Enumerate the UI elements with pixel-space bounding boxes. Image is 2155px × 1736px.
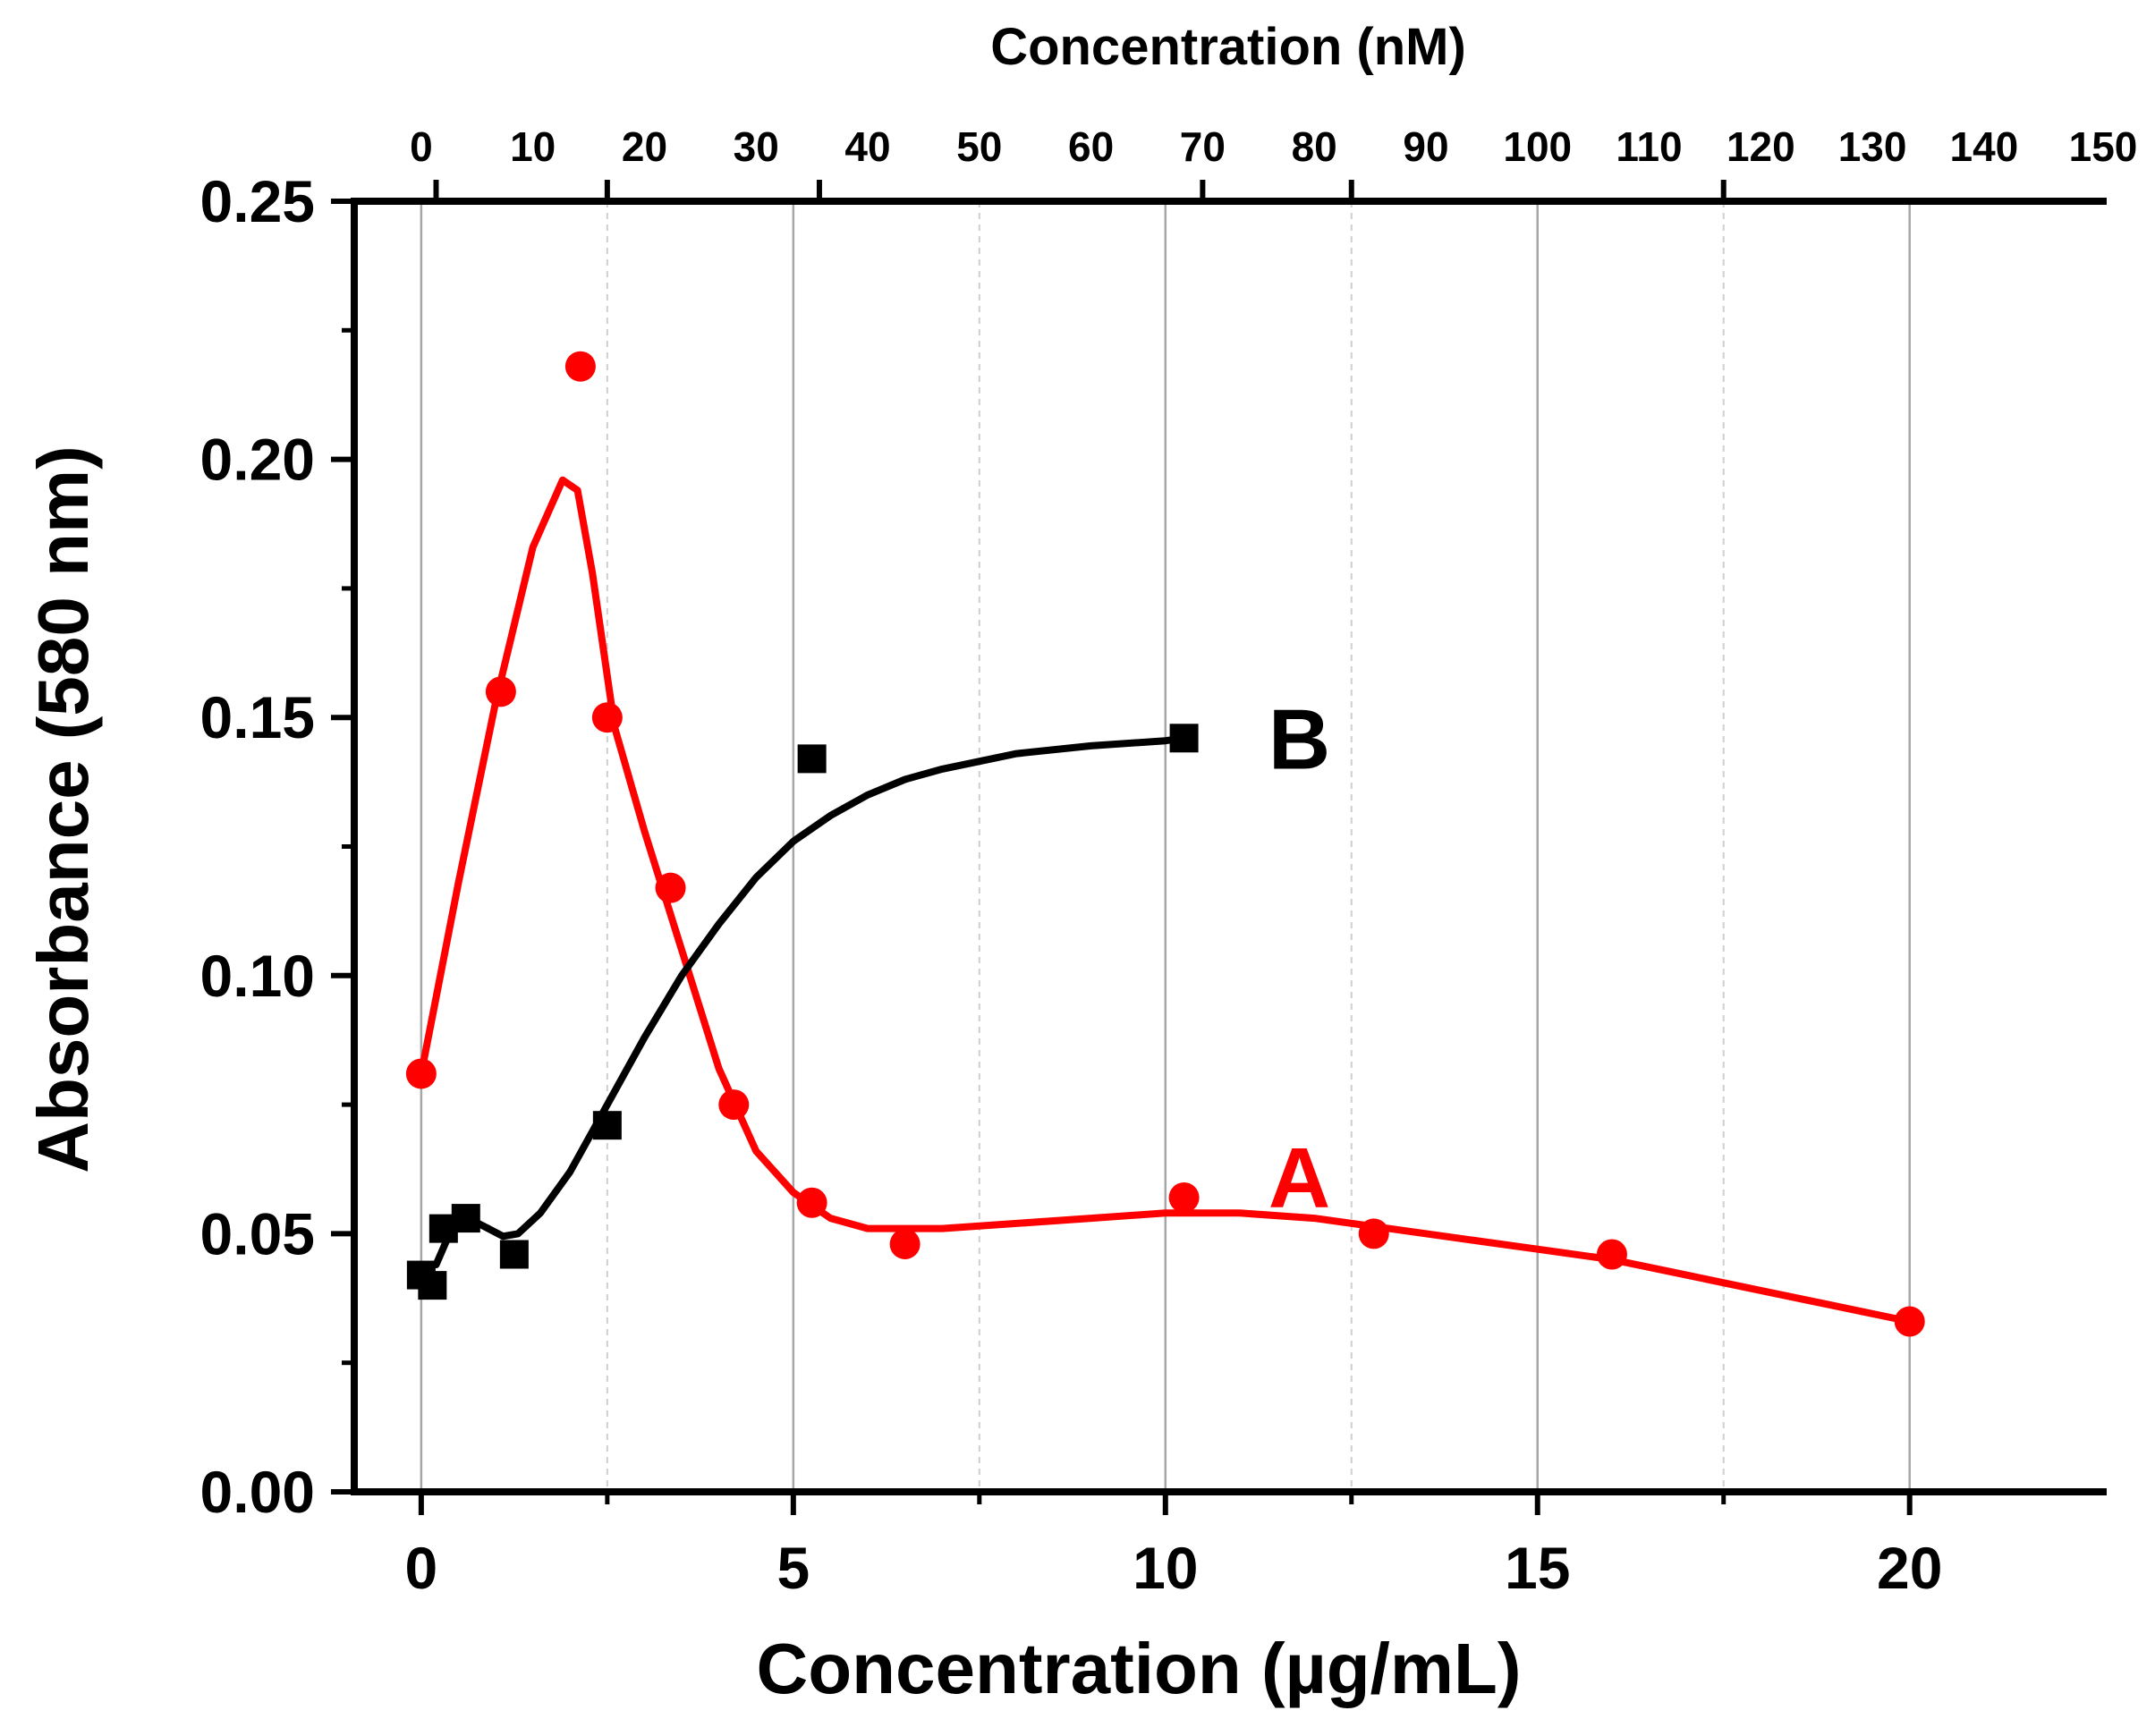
point-b (1169, 724, 1199, 753)
series-label-a: A (1268, 1131, 1330, 1226)
x2-tick-label: 0 (410, 123, 433, 170)
grid (420, 201, 1911, 1492)
x2-tick-label: 120 (1727, 123, 1795, 170)
x2-tick-label: 80 (1292, 123, 1337, 170)
x2-tick-label: 90 (1403, 123, 1448, 170)
point-a (1358, 1218, 1389, 1249)
point-b (499, 1240, 529, 1269)
point-b (592, 1111, 622, 1140)
x-tick-label: 15 (1505, 1535, 1570, 1601)
y-tick-label: 0.10 (200, 943, 315, 1009)
x2-tick-label: 100 (1503, 123, 1572, 170)
y-tick-label: 0.00 (200, 1459, 315, 1525)
point-a (1168, 1181, 1200, 1213)
x2-tick-label: 50 (956, 123, 1002, 170)
point-a (485, 676, 516, 707)
x-axis-title: Concentration (µg/mL) (757, 1629, 1522, 1708)
curve-a (417, 476, 1913, 1325)
x2-tick-label: 130 (1838, 123, 1907, 170)
series-label-b: B (1268, 691, 1330, 787)
data-points (405, 351, 1925, 1337)
y-tick-label: 0.15 (200, 684, 315, 750)
point-a (889, 1228, 921, 1259)
x2-tick-label: 70 (1180, 123, 1226, 170)
point-a (564, 351, 596, 382)
point-b (451, 1204, 480, 1233)
point-a (655, 872, 686, 903)
point-a (405, 1058, 437, 1089)
y-tick-label: 0.20 (200, 427, 315, 493)
point-a (796, 1187, 827, 1218)
point-b (797, 744, 827, 774)
x2-tick-label: 140 (1950, 123, 2019, 170)
x-tick-label: 20 (1877, 1535, 1942, 1601)
x2-tick-label: 20 (622, 123, 667, 170)
y-tick-label: 0.25 (200, 168, 315, 234)
x-tick-label: 5 (776, 1535, 810, 1601)
x2-tick-label: 30 (734, 123, 779, 170)
curve-b (432, 734, 1188, 1268)
tick-labels: 0.00 0.05 0.10 0.15 0.20 0.25 0 5 10 15 20 0 10 20 30 4… (200, 123, 2138, 1601)
point-a (1894, 1306, 1925, 1337)
y-tick-label: 0.05 (200, 1200, 315, 1266)
x2-tick-label: 110 (1616, 123, 1682, 170)
point-a (1596, 1239, 1627, 1270)
x2-tick-label: 10 (510, 123, 556, 170)
point-a (591, 702, 623, 733)
x2-tick-label: 60 (1068, 123, 1114, 170)
y-axis-title: Absorbance (580 nm) (23, 445, 103, 1173)
point-b (418, 1271, 447, 1300)
x2-tick-label: 150 (2069, 123, 2138, 170)
x2-tick-label: 40 (844, 123, 890, 170)
fit-curves (417, 476, 1913, 1325)
x2-axis-title: Concentration (nM) (990, 18, 1466, 76)
axes (331, 180, 2107, 1515)
x-tick-label: 10 (1133, 1535, 1198, 1601)
x-tick-label: 0 (405, 1535, 438, 1601)
point-a (718, 1089, 750, 1121)
